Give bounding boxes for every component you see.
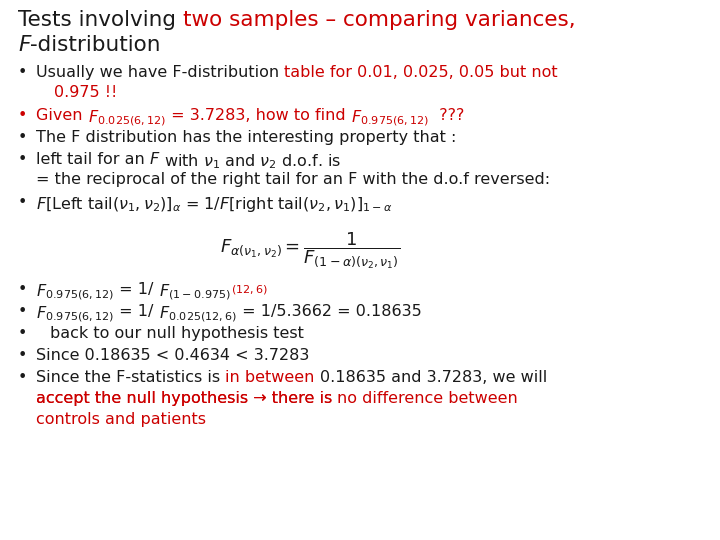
Text: controls and patients: controls and patients <box>36 412 206 427</box>
Text: •: • <box>18 370 27 385</box>
Text: •: • <box>18 195 27 210</box>
Text: with $\nu_1$ and $\nu_2$ d.o.f. is: with $\nu_1$ and $\nu_2$ d.o.f. is <box>159 152 341 171</box>
Text: Tests involving: Tests involving <box>18 10 183 30</box>
Text: •: • <box>18 326 27 341</box>
Text: two samples – comparing variances,: two samples – comparing variances, <box>183 10 575 30</box>
Text: no difference between: no difference between <box>338 391 518 406</box>
Text: -distribution: -distribution <box>30 35 161 55</box>
Text: •: • <box>18 152 27 167</box>
Text: = the reciprocal of the right tail for an F with the d.o.f reversed:: = the reciprocal of the right tail for a… <box>36 172 550 187</box>
Text: $_{(12,6)}$: $_{(12,6)}$ <box>230 282 268 297</box>
Text: accept the null hypothesis → there is: accept the null hypothesis → there is <box>36 391 338 406</box>
Text: left tail for an: left tail for an <box>36 152 150 167</box>
Text: Usually we have F-distribution: Usually we have F-distribution <box>36 65 284 80</box>
Text: $F_{0.975(6,12)}$: $F_{0.975(6,12)}$ <box>36 304 114 323</box>
Text: F: F <box>18 35 30 55</box>
Text: •: • <box>18 304 27 319</box>
Text: = 1/5.3662 = 0.18635: = 1/5.3662 = 0.18635 <box>237 304 422 319</box>
Text: F: F <box>150 152 159 167</box>
Text: •: • <box>18 348 27 363</box>
Text: $F$[Left tail($\nu_1,\nu_2$)]$_\alpha$ = 1/$F$[right tail($\nu_2,\nu_1$)]$_{1-\a: $F$[Left tail($\nu_1,\nu_2$)]$_\alpha$ =… <box>36 195 392 214</box>
Text: •: • <box>18 130 27 145</box>
Text: Since the F-statistics is: Since the F-statistics is <box>36 370 225 385</box>
Text: = 3.7283, how to find: = 3.7283, how to find <box>166 108 351 123</box>
Text: Given: Given <box>36 108 88 123</box>
Text: accept the null hypothesis → there is: accept the null hypothesis → there is <box>36 391 338 406</box>
Text: $F_{0.975(6,12)}$: $F_{0.975(6,12)}$ <box>36 282 114 302</box>
Text: •: • <box>18 108 27 123</box>
Text: The F distribution has the interesting property that :: The F distribution has the interesting p… <box>36 130 456 145</box>
Text: $F_{0.025(12,6)}$: $F_{0.025(12,6)}$ <box>158 304 237 323</box>
Text: •: • <box>18 65 27 80</box>
Text: $F_{0.025(6,12)}$: $F_{0.025(6,12)}$ <box>88 108 166 127</box>
Text: in between: in between <box>225 370 320 385</box>
Text: 0.18635 and 3.7283, we will: 0.18635 and 3.7283, we will <box>320 370 547 385</box>
Text: Since 0.18635 < 0.4634 < 3.7283: Since 0.18635 < 0.4634 < 3.7283 <box>36 348 310 363</box>
Text: $F_{\alpha(\nu_1,\nu_2)} = \dfrac{1}{F_{(1-\alpha)(\nu_2,\nu_1)}}$: $F_{\alpha(\nu_1,\nu_2)} = \dfrac{1}{F_{… <box>220 230 400 271</box>
Text: •: • <box>18 282 27 297</box>
Text: = 1/: = 1/ <box>114 282 158 297</box>
Text: = 1/: = 1/ <box>114 304 158 319</box>
Text: back to our null hypothesis test: back to our null hypothesis test <box>50 326 304 341</box>
Text: 0.975 !!: 0.975 !! <box>54 85 117 100</box>
Text: table for 0.01, 0.025, 0.05 but not: table for 0.01, 0.025, 0.05 but not <box>284 65 558 80</box>
Text: ???: ??? <box>429 108 464 123</box>
Text: $F_{0.975(6,12)}$: $F_{0.975(6,12)}$ <box>351 108 429 127</box>
Text: $F_{(1-0.975)}$: $F_{(1-0.975)}$ <box>158 282 230 302</box>
